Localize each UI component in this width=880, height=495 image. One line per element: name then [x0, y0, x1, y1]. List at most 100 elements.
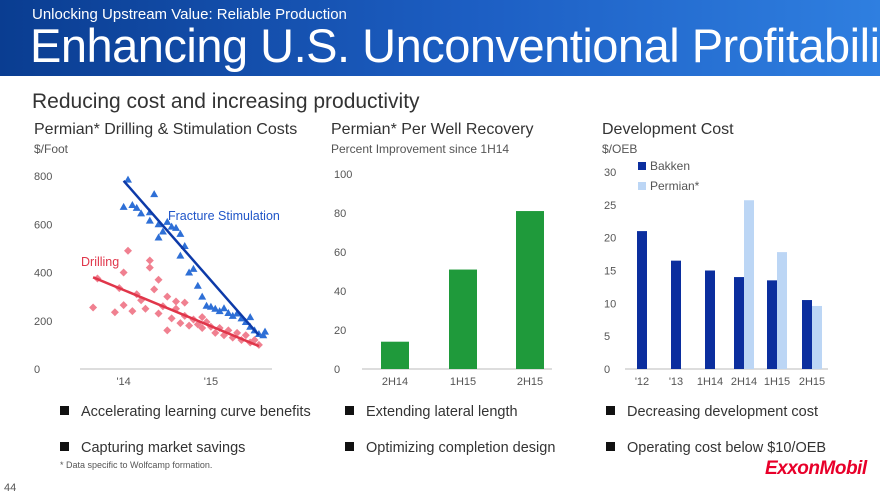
stimulation-point: [176, 251, 185, 259]
bullet-item: Extending lateral length: [345, 402, 555, 438]
drilling-point: [110, 308, 119, 317]
stimulation-point: [224, 309, 233, 317]
recovery-panel-subtitle: Percent Improvement since 1H14: [331, 142, 510, 156]
stimulation-point: [193, 281, 202, 289]
drilling-point: [211, 328, 220, 337]
bullet-text: Operating cost below $10/OEB: [627, 440, 827, 456]
y-tick-label: 0: [334, 364, 340, 376]
recovery-bar: [449, 269, 477, 369]
stimulation-point: [220, 304, 228, 312]
header-banner: Unlocking Upstream Value: Reliable Produ…: [0, 0, 880, 76]
stimulation-point: [167, 222, 176, 230]
legend-label: Permian*: [650, 179, 700, 193]
drilling-point: [145, 256, 154, 265]
drilling-point: [172, 297, 180, 306]
stimulation-point: [189, 264, 198, 272]
development-bullets: Decreasing development cost Operating co…: [606, 402, 826, 474]
drilling-point: [185, 321, 194, 330]
legend-bakken-swatch: [638, 162, 646, 170]
page-number: 44: [4, 482, 17, 494]
permian-bar: [812, 305, 822, 369]
bullet-item: Accelerating learning curve benefits: [60, 402, 311, 438]
drilling-point: [119, 301, 128, 310]
x-tick-label: 2H14: [382, 376, 408, 388]
x-tick-label: 2H15: [517, 376, 543, 388]
y-tick-label: 60: [334, 247, 346, 259]
recovery-bar: [516, 211, 544, 369]
drilling-point: [154, 275, 163, 284]
y-tick-label: 80: [334, 208, 346, 220]
stimulation-point: [128, 200, 137, 208]
drilling-point: [250, 336, 259, 345]
costs-bullets: Accelerating learning curve benefits Cap…: [60, 402, 311, 474]
drilling-point: [154, 309, 163, 318]
stimulation-point: [198, 292, 207, 300]
y-tick-label: 25: [604, 200, 616, 212]
bullet-square-icon: [606, 406, 615, 415]
bullet-square-icon: [345, 442, 354, 451]
stimulation-annotation: Fracture Stimulation: [168, 209, 280, 223]
bullet-text: Extending lateral length: [366, 404, 518, 420]
y-tick-label: 30: [604, 167, 616, 179]
y-tick-label: 800: [34, 171, 52, 183]
stimulation-point: [172, 223, 180, 231]
y-tick-label: 200: [34, 316, 52, 328]
stimulation-point: [132, 203, 141, 211]
stimulation-point: [259, 331, 268, 339]
y-tick-label: 20: [604, 233, 616, 245]
drilling-point: [176, 319, 185, 328]
x-tick-label: 2H15: [799, 376, 825, 388]
permian-bar: [777, 252, 787, 369]
development-panel-title: Development Cost: [602, 121, 734, 138]
recovery-bar: [381, 341, 409, 369]
drilling-point: [198, 323, 207, 332]
stimulation-point: [206, 302, 215, 310]
y-tick-label: 400: [34, 268, 52, 280]
stimulation-point: [237, 314, 246, 322]
bullet-item: Decreasing development cost: [606, 402, 826, 438]
stimulation-point: [154, 220, 163, 228]
bullet-text: Accelerating learning curve benefits: [81, 404, 311, 420]
header-title: Enhancing U.S. Unconventional Profitabil…: [30, 19, 880, 72]
stimulation-point: [150, 190, 159, 198]
drilling-point: [167, 314, 176, 323]
bullet-text: Optimizing completion design: [366, 440, 556, 456]
y-tick-label: 5: [604, 331, 610, 343]
bullet-item: Optimizing completion design: [345, 438, 555, 474]
drilling-point: [150, 285, 159, 294]
stimulation-point: [119, 202, 128, 210]
bakken-bar: [637, 231, 647, 369]
drilling-point: [89, 303, 98, 312]
y-tick-label: 20: [334, 325, 346, 337]
footnote: * Data specific to Wolfcamp formation.: [60, 460, 213, 470]
recovery-panel-title: Permian* Per Well Recovery: [331, 121, 534, 138]
bullet-square-icon: [60, 406, 69, 415]
header-subtitle: Unlocking Upstream Value: Reliable Produ…: [32, 6, 347, 23]
drilling-point: [233, 328, 242, 337]
stimulation-point: [261, 327, 270, 335]
stimulation-point: [176, 229, 185, 237]
permian-bar: [744, 200, 754, 369]
x-tick-label: '15: [204, 376, 218, 388]
stimulation-point: [215, 307, 224, 315]
development-panel-subtitle: $/OEB: [602, 142, 638, 156]
drilling-point: [119, 268, 128, 277]
stimulation-point: [158, 227, 167, 235]
recovery-bullets: Extending lateral length Optimizing comp…: [345, 402, 555, 474]
x-tick-label: 1H15: [450, 376, 476, 388]
y-tick-label: 100: [334, 169, 352, 181]
bakken-bar: [767, 280, 777, 369]
y-tick-label: 15: [604, 266, 616, 278]
x-tick-label: '12: [635, 376, 649, 388]
stimulation-point: [233, 309, 242, 317]
bakken-bar: [802, 300, 812, 369]
x-tick-label: '14: [116, 376, 130, 388]
drilling-point: [163, 326, 172, 335]
drilling-point: [241, 331, 250, 340]
costs-panel-title: Permian* Drilling & Stimulation Costs: [34, 121, 298, 138]
bullet-text: Decreasing development cost: [627, 404, 819, 420]
bullet-square-icon: [60, 442, 69, 451]
drilling-point: [163, 292, 172, 301]
